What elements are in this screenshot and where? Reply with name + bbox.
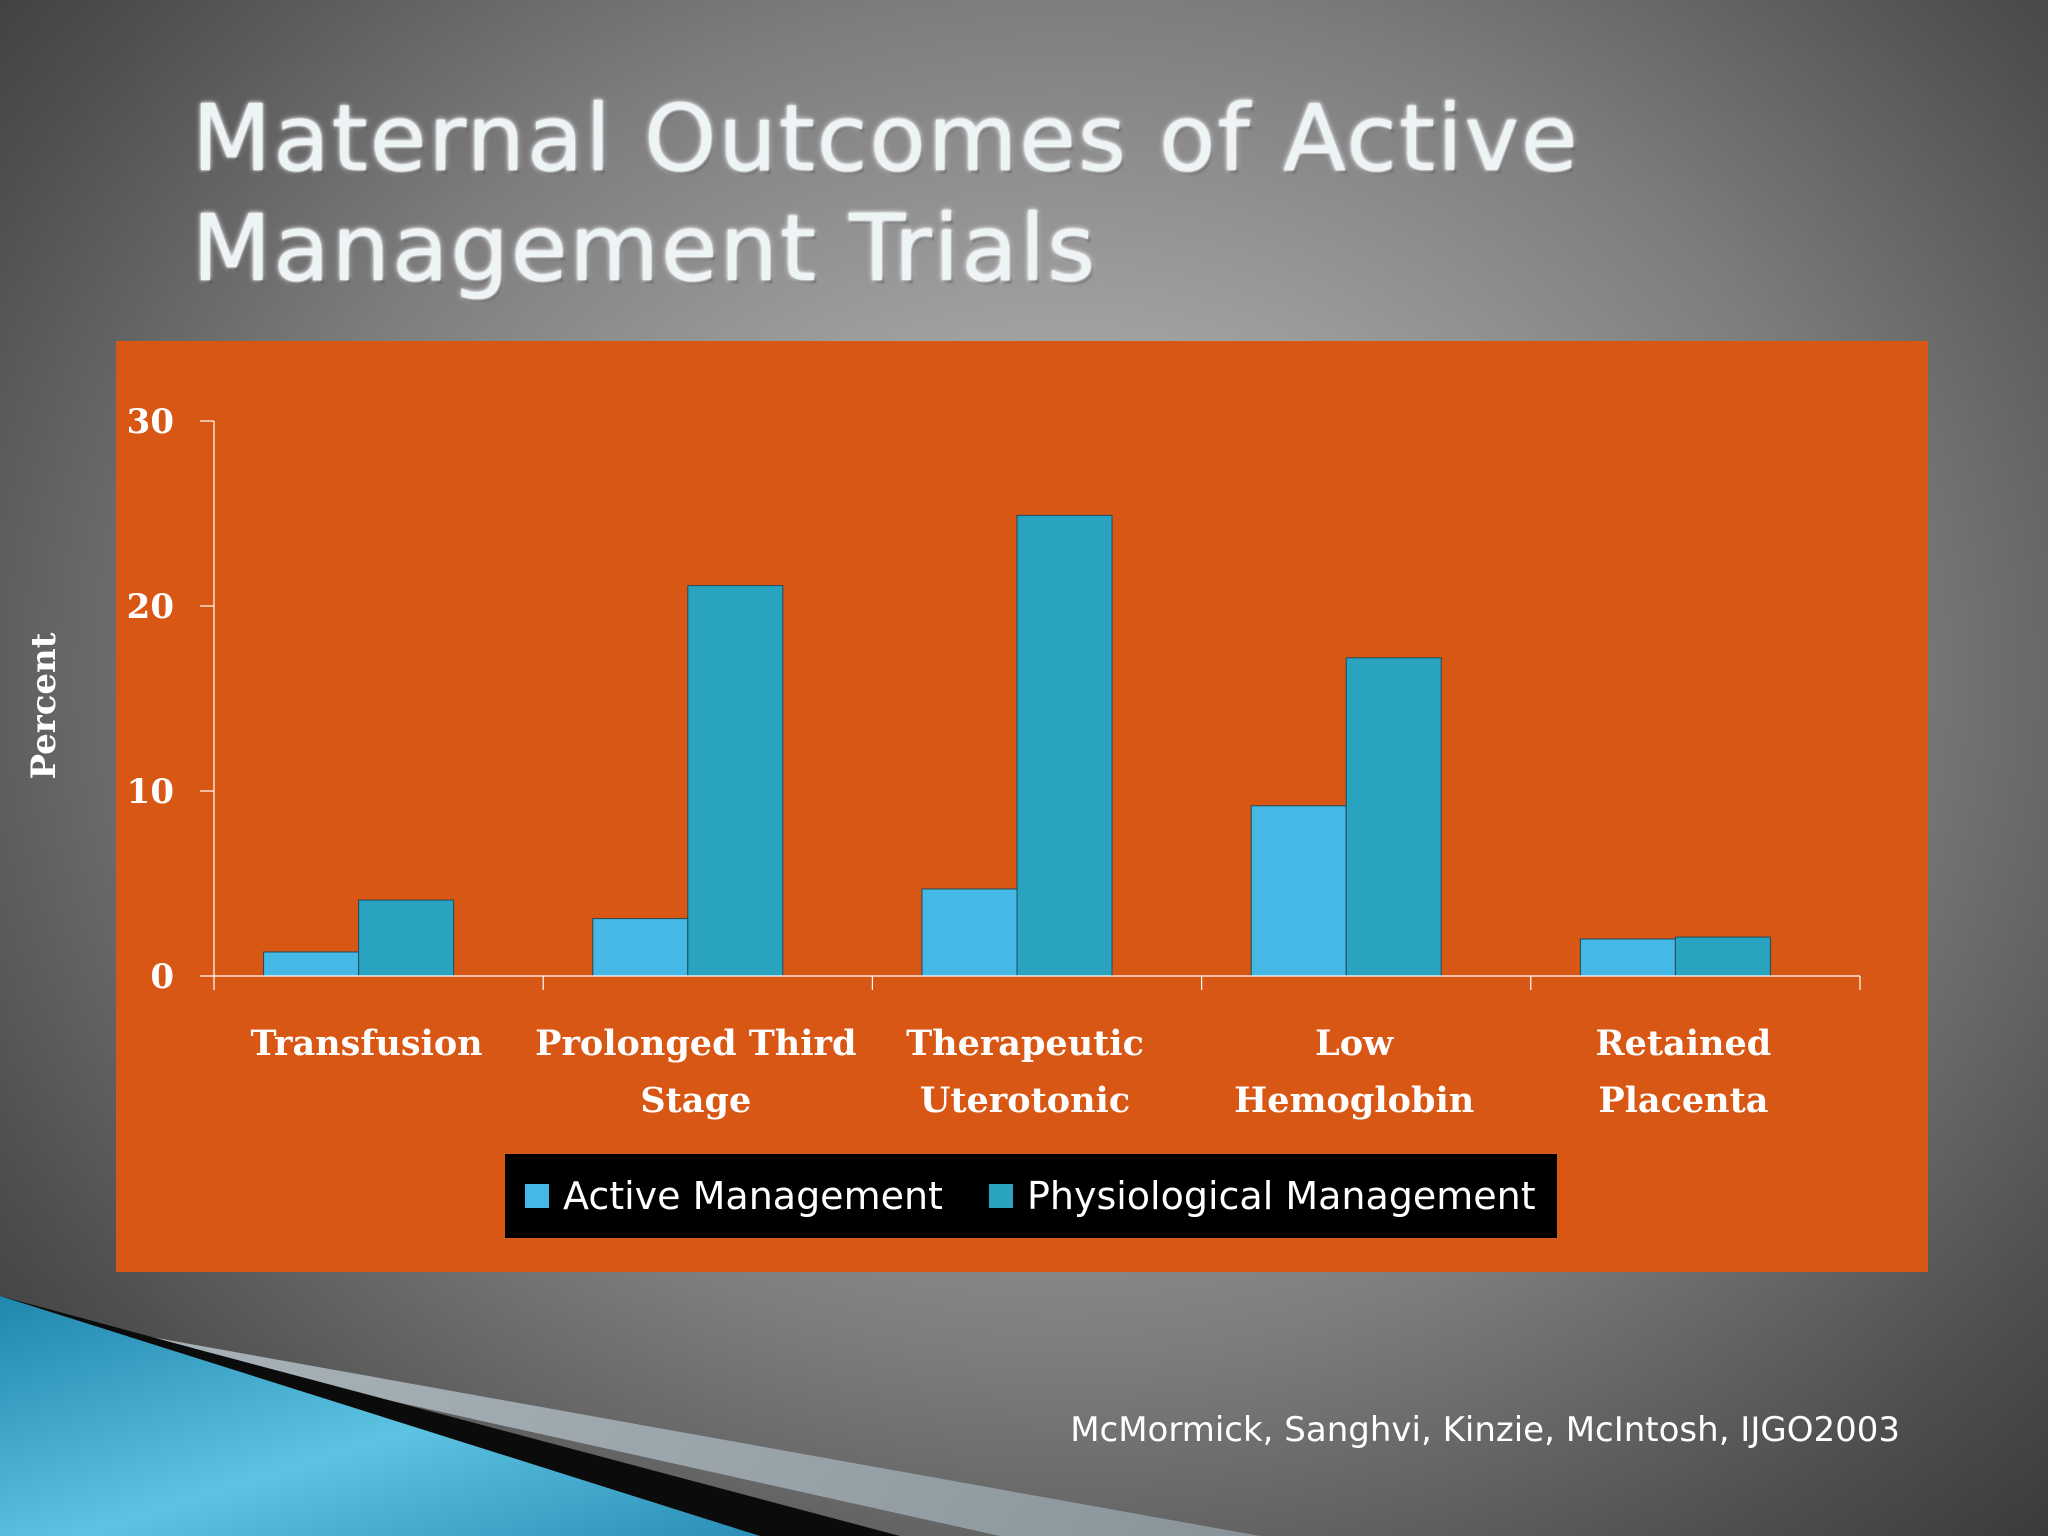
bar-physiological-4 [1674, 936, 1771, 977]
bar-active-1 [592, 918, 689, 977]
legend-label-active: Active Management [563, 1174, 943, 1218]
bar-physiological-1 [687, 585, 784, 977]
slide-title-line-2: Management Trials [192, 195, 1098, 302]
bar-active-2 [921, 888, 1018, 977]
legend-label-physiological: Physiological Management [1026, 1174, 1536, 1218]
slide-title-line-1: Maternal Outcomes of Active [192, 85, 1580, 192]
y-tick-label-1: 10 [127, 772, 174, 812]
x-category-label-3-line-1: Hemoglobin [1234, 1080, 1474, 1121]
y-tick-label-3: 30 [127, 402, 174, 442]
x-category-label-4-line-1: Placenta [1598, 1080, 1768, 1121]
y-tick-label-0: 0 [150, 957, 174, 997]
legend-swatch-active [525, 1184, 549, 1208]
axes-group [200, 420, 1861, 990]
legend: Active Management Physiological Manageme… [505, 1154, 1557, 1238]
x-category-label-3-line-0: Low [1315, 1023, 1394, 1064]
x-category-label-4-line-0: Retained [1596, 1023, 1772, 1064]
bar-physiological-0 [358, 899, 455, 977]
y-tick-labels: 0 10 20 30 [127, 402, 174, 997]
x-category-label-1-line-0: Prolonged Third [535, 1023, 856, 1064]
bar-active-4 [1579, 938, 1676, 977]
x-category-label-2-line-0: Therapeutic [906, 1023, 1144, 1064]
bar-active-3 [1250, 805, 1347, 977]
legend-item-physiological: Physiological Management [988, 1174, 1536, 1218]
swoosh-grey-band [140, 1335, 1260, 1536]
x-category-label-0-line-0: Transfusion [251, 1023, 483, 1064]
swoosh-blue-band [0, 1296, 760, 1536]
chart-panel: 0 10 20 30 Transfusion Prolonged Third Stage T… [116, 341, 1928, 1272]
bars-group [263, 514, 1771, 977]
slide-title: Maternal Outcomes of Active Management T… [192, 84, 1692, 304]
legend-item-active: Active Management [525, 1174, 943, 1218]
x-category-label-2-line-1: Uterotonic [920, 1080, 1130, 1121]
x-category-label-1-line-1: Stage [640, 1080, 751, 1121]
y-tick-label-2: 20 [127, 587, 174, 627]
bar-active-0 [263, 951, 360, 977]
bar-physiological-3 [1345, 657, 1442, 977]
x-category-labels: Transfusion Prolonged Third Stage Therapeut… [251, 1023, 1772, 1121]
citation: McMormick, Sanghvi, Kinzie, McIntosh, IJ… [1070, 1410, 1900, 1450]
y-axis-title-text: Percent [24, 632, 64, 780]
bar-physiological-2 [1016, 514, 1113, 977]
legend-swatch-physiological [988, 1184, 1013, 1208]
